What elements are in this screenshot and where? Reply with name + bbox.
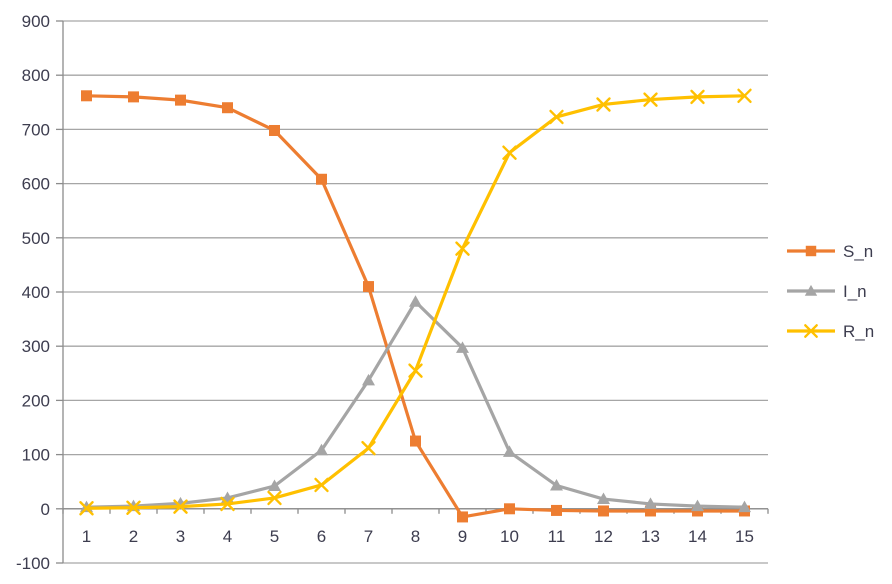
y-tick-label: 400 <box>22 283 50 302</box>
y-tick-label: 900 <box>22 12 50 31</box>
y-tick-labels: 900 800 700 600 500 400 300 200 100 0 -100 <box>16 12 50 573</box>
y-axis <box>56 20 64 564</box>
y-tick-label: 500 <box>22 229 50 248</box>
y-tick-label: 100 <box>22 446 50 465</box>
legend-square-marker-icon <box>787 245 835 257</box>
y-tick-label: 0 <box>41 500 50 519</box>
x-tick-labels: 1 2 3 4 5 6 7 8 9 10 11 12 13 14 15 <box>82 527 754 546</box>
gridlines <box>63 20 768 564</box>
legend-item-i-n: I_n <box>786 271 874 311</box>
legend-item-s-n: S_n <box>786 231 874 271</box>
x-tick-label: 13 <box>641 527 660 546</box>
x-tick-label: 11 <box>548 527 566 546</box>
x-tick-label: 9 <box>458 527 467 546</box>
series-r-n <box>79 88 752 516</box>
x-tick-label: 4 <box>223 527 232 546</box>
x-tick-label: 2 <box>129 527 138 546</box>
x-tick-label: 15 <box>735 527 754 546</box>
y-tick-label: 600 <box>22 175 50 194</box>
y-tick-label: -100 <box>16 554 50 573</box>
legend-label-r-n: R_n <box>843 321 875 341</box>
legend-x-marker-icon <box>787 324 835 338</box>
x-tick-label: 3 <box>176 527 185 546</box>
legend-label-i-n: I_n <box>843 281 867 301</box>
legend-item-r-n: R_n <box>786 311 874 351</box>
y-tick-label: 700 <box>22 120 50 139</box>
x-tick-label: 7 <box>364 527 373 546</box>
y-tick-label: 200 <box>22 391 50 410</box>
x-tick-label: 8 <box>411 527 420 546</box>
x-tick-label: 6 <box>317 527 326 546</box>
chart-legend: S_n I_n R_n <box>786 231 874 351</box>
legend-label-s-n: S_n <box>843 241 874 261</box>
y-tick-label: 800 <box>22 66 50 85</box>
x-tick-label: 1 <box>82 527 91 546</box>
x-tick-label: 12 <box>594 527 613 546</box>
y-tick-label: 300 <box>22 337 50 356</box>
x-tick-label: 14 <box>688 527 707 546</box>
legend-triangle-marker-icon <box>787 284 835 296</box>
x-tick-label: 5 <box>270 527 279 546</box>
series-i-n <box>80 295 751 513</box>
x-tick-label: 10 <box>500 527 519 546</box>
